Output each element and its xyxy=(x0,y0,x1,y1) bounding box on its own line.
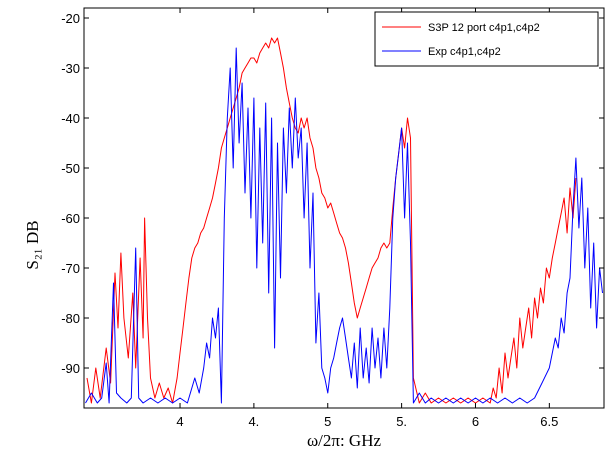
legend-label-exp: Exp c4p1,c4p2 xyxy=(428,46,501,58)
x-axis: 4 4. 5 5. 6 6.5 xyxy=(176,8,558,429)
plot-background xyxy=(84,8,604,408)
y-tick-label-5: -70 xyxy=(61,261,80,276)
y-tick-label-7: -90 xyxy=(61,361,80,376)
x-tick-label-1: 4. xyxy=(248,414,259,429)
y-axis: -20 -30 -40 -50 -60 -70 -80 -90 xyxy=(61,11,604,376)
y-tick-label-3: -50 xyxy=(61,161,80,176)
y-tick-label-1: -30 xyxy=(61,61,80,76)
plot-frame xyxy=(83,7,605,409)
y-tick-label-0: -20 xyxy=(61,11,80,26)
x-tick-label-0: 4 xyxy=(176,414,183,429)
x-axis-title: ω/2π: GHz xyxy=(307,431,382,450)
series-line-1 xyxy=(85,47,603,404)
legend: S3P 12 port c4p1,c4p2 Exp c4p1,c4p2 xyxy=(374,11,599,67)
y-tick-label-6: -80 xyxy=(61,311,80,326)
x-tick-label-4: 6 xyxy=(472,414,479,429)
y-axis-title: S₂₁ DB xyxy=(23,220,42,269)
x-tick-label-3: 5. xyxy=(396,414,407,429)
x-tick-label-2: 5 xyxy=(324,414,331,429)
legend-label-s3p: S3P 12 port c4p1,c4p2 xyxy=(428,22,540,34)
legend-box xyxy=(374,11,599,67)
series-layer xyxy=(85,37,603,404)
series-line-0 xyxy=(86,37,577,404)
x-tick-label-5: 6.5 xyxy=(540,414,558,429)
y-tick-label-4: -60 xyxy=(61,211,80,226)
y-tick-label-2: -40 xyxy=(61,111,80,126)
